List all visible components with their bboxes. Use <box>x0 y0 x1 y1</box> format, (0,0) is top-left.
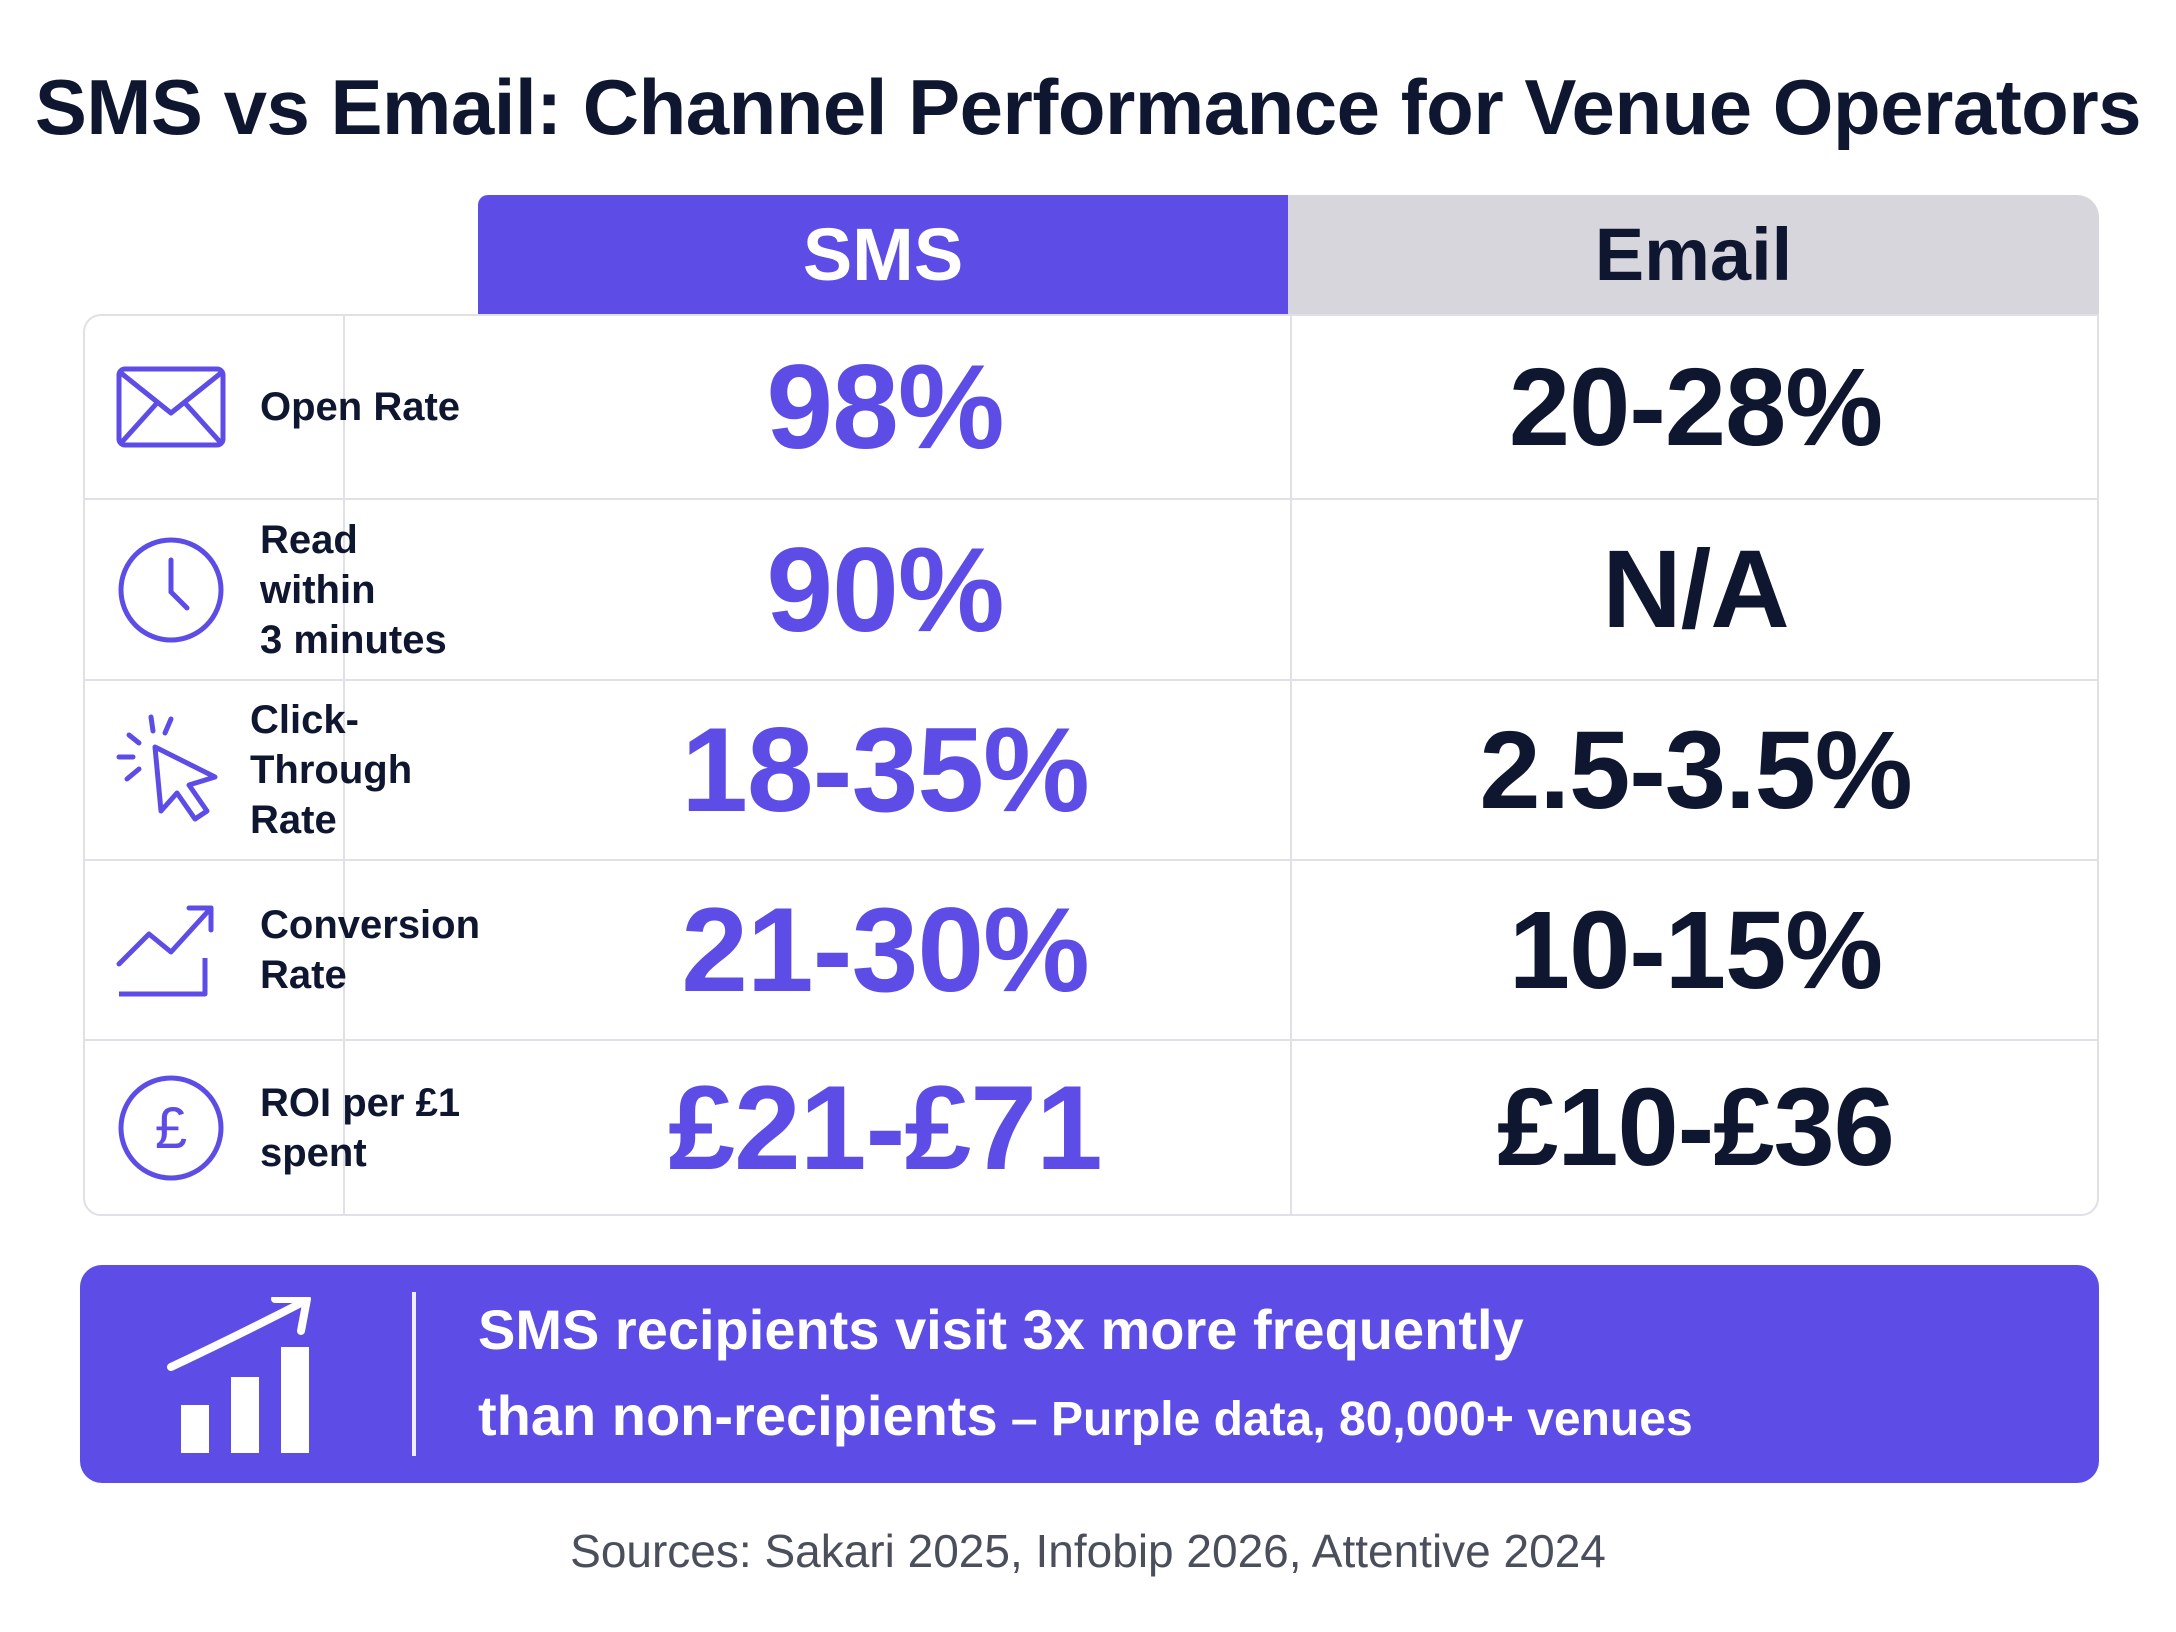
row-label: Conversion Rate <box>260 900 481 1000</box>
email-value: N/A <box>1602 528 1789 651</box>
row-label-line: Read within <box>260 517 376 612</box>
row-label: Open Rate <box>260 382 475 432</box>
table-row-click-through: Click-Through Rate 18-35% 2.5-3.5% <box>85 679 2097 859</box>
row-label: Click-Through Rate <box>250 695 475 845</box>
row-label-line: ROI per £1 <box>260 1080 461 1125</box>
sms-value: 90% <box>766 522 1004 657</box>
row-label-line: Rate <box>250 798 337 842</box>
cursor-click-icon <box>116 714 218 822</box>
row-label: ROI per £1 spent <box>260 1078 475 1178</box>
column-header-email: Email <box>1288 195 2099 314</box>
row-label-cell: £ ROI per £1 spent <box>85 1041 480 1214</box>
sms-value: 98% <box>766 340 1004 474</box>
email-value: £10-£36 <box>1497 1066 1895 1189</box>
email-value: 2.5-3.5% <box>1479 708 1912 832</box>
table-row-read-within: Read within 3 minutes 90% N/A <box>85 498 2097 679</box>
table-row-conversion: Conversion Rate 21-30% 10-15% <box>85 859 2097 1039</box>
insight-banner: SMS recipients visit 3x more frequently … <box>80 1265 2099 1483</box>
growth-chart-icon <box>167 1297 311 1453</box>
svg-text:£: £ <box>155 1096 187 1161</box>
email-value: 20-28% <box>1508 345 1883 469</box>
envelope-icon <box>116 366 226 448</box>
row-label-cell: Conversion Rate <box>85 861 480 1039</box>
row-label-cell: Read within 3 minutes <box>85 500 480 679</box>
row-label-cell: Open Rate <box>85 316 480 498</box>
sms-value: 18-35% <box>681 703 1090 837</box>
banner-divider <box>412 1292 416 1456</box>
trend-up-icon <box>116 905 214 997</box>
banner-headline: SMS recipients visit 3x more frequently <box>478 1298 1524 1361</box>
table-divider <box>343 316 345 1214</box>
row-label: Read within 3 minutes <box>260 515 475 665</box>
table-row-roi: £ ROI per £1 spent £21-£71 £10-£36 <box>85 1039 2097 1214</box>
row-label-line: Open Rate <box>260 385 461 429</box>
sms-value: 21-30% <box>681 883 1090 1017</box>
sources-footnote: Sources: Sakari 2025, Infobip 2026, Atte… <box>570 1525 1606 1577</box>
banner-source: – Purple data, 80,000+ venues <box>997 1393 1693 1446</box>
comparison-table: Open Rate 98% 20-28% Read within 3 minut… <box>83 314 2099 1216</box>
chart-title: SMS vs Email: Channel Performance for Ve… <box>34 63 2142 151</box>
table-divider <box>1290 316 1292 1214</box>
clock-icon <box>118 537 224 642</box>
table-row-open-rate: Open Rate 98% 20-28% <box>85 316 2097 498</box>
email-value: 10-15% <box>1508 888 1883 1012</box>
sms-value: £21-£71 <box>668 1060 1102 1195</box>
pound-coin-icon: £ <box>118 1075 224 1180</box>
row-label-line: Rate <box>260 953 347 997</box>
banner-subline-main: than non-recipients <box>478 1384 998 1447</box>
row-label-line: spent <box>260 1130 367 1175</box>
column-header-sms: SMS <box>478 195 1288 314</box>
row-label-line: Click-Through <box>250 698 413 792</box>
row-label-line: 3 minutes <box>260 617 447 662</box>
row-label-line: Conversion <box>260 903 481 947</box>
banner-subline: than non-recipients – Purple data, 80,00… <box>478 1383 1693 1448</box>
row-label-cell: Click-Through Rate <box>85 681 480 859</box>
